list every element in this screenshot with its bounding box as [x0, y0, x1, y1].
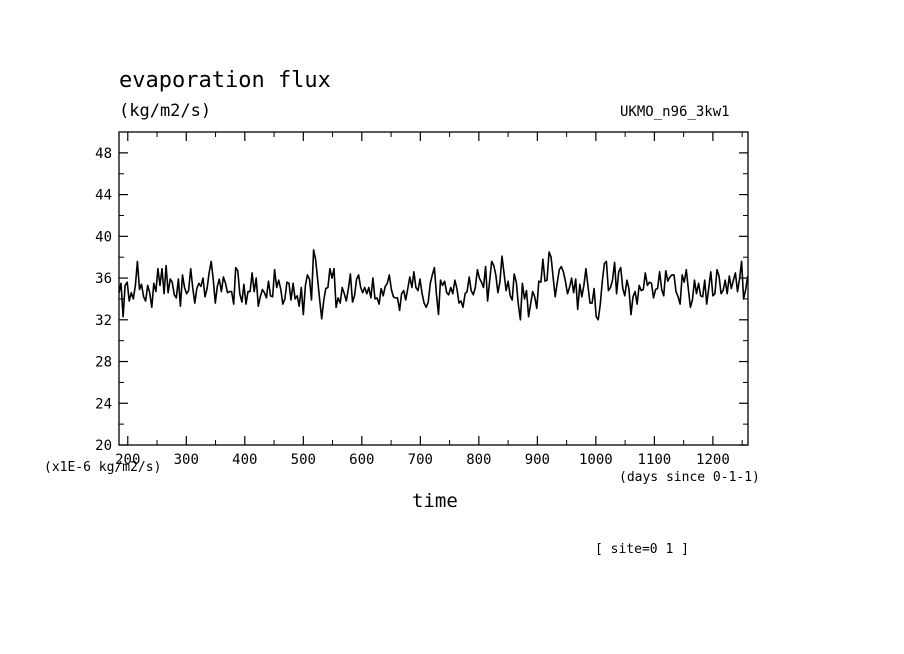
y-tick-label: 36: [95, 271, 112, 287]
x-tick-label: 200: [115, 452, 140, 468]
x-tick-label: 800: [466, 452, 491, 468]
x-tick-label: 400: [232, 452, 257, 468]
y-tick-label: 32: [95, 313, 112, 329]
y-tick-label: 20: [95, 438, 112, 454]
x-tick-label: 500: [291, 452, 316, 468]
plot-frame: [118, 131, 749, 446]
x-tick-label: 300: [174, 452, 199, 468]
series-line: [118, 249, 749, 321]
x-tick-label: 1200: [696, 452, 730, 468]
x-tick-label: 1100: [638, 452, 672, 468]
y-tick-label: 28: [95, 355, 112, 371]
x-tick-label: 900: [525, 452, 550, 468]
y-tick-label: 24: [95, 396, 112, 412]
y-tick-label: 48: [95, 146, 112, 162]
y-scale-label: (x1E-6 kg/m2/s): [44, 460, 162, 475]
x-axis-label: time: [412, 490, 458, 512]
site-annotation: [ site=0 1 ]: [595, 542, 689, 557]
x-tick-label: 600: [349, 452, 374, 468]
tick-labels: 200 300 400 500 600 700 800 900 1000 1100 1200 20 24…: [95, 146, 730, 468]
y-tick-label: 40: [95, 229, 112, 245]
x-units-label: (days since 0-1-1): [619, 470, 760, 485]
chart-title: evaporation flux: [119, 68, 331, 93]
chart-subtitle: (kg/m2/s): [119, 101, 212, 121]
x-tick-label: 1000: [579, 452, 613, 468]
y-tick-label: 44: [95, 188, 112, 204]
model-label: UKMO_n96_3kw1: [620, 104, 730, 120]
x-tick-label: 700: [408, 452, 433, 468]
